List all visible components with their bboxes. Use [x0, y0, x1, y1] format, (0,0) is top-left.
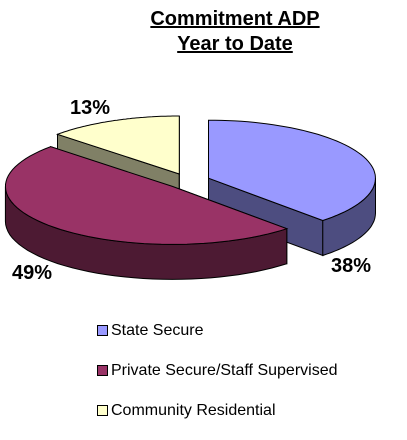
chart-title-line-1: Commitment ADP — [150, 8, 320, 30]
legend-label-private-secure: Private Secure/Staff Supervised — [111, 361, 338, 379]
legend-item-private-secure: Private Secure/Staff Supervised — [97, 360, 338, 381]
pie-slice-private-secure — [5, 146, 289, 245]
legend-swatch-state-secure — [97, 325, 108, 336]
pie-slice-community-residential — [55, 115, 180, 175]
legend-item-state-secure: State Secure — [97, 320, 338, 341]
legend: State Secure Private Secure/Staff Superv… — [97, 320, 338, 440]
legend-swatch-private-secure — [97, 365, 108, 376]
legend-swatch-community-residential — [97, 405, 108, 416]
legend-label-community-residential: Community Residential — [111, 401, 276, 419]
pct-label-state-secure: 38% — [331, 255, 372, 277]
chart-title-line-2: Year to Date — [177, 33, 293, 55]
legend-label-state-secure: State Secure — [111, 321, 204, 339]
pct-label-private-secure: 49% — [12, 262, 53, 284]
chart-title: Commitment ADP Year to Date — [0, 7, 407, 57]
pct-label-community-residential: 13% — [70, 97, 111, 119]
pie-slice-state-secure — [208, 119, 376, 222]
legend-item-community-residential: Community Residential — [97, 400, 338, 421]
